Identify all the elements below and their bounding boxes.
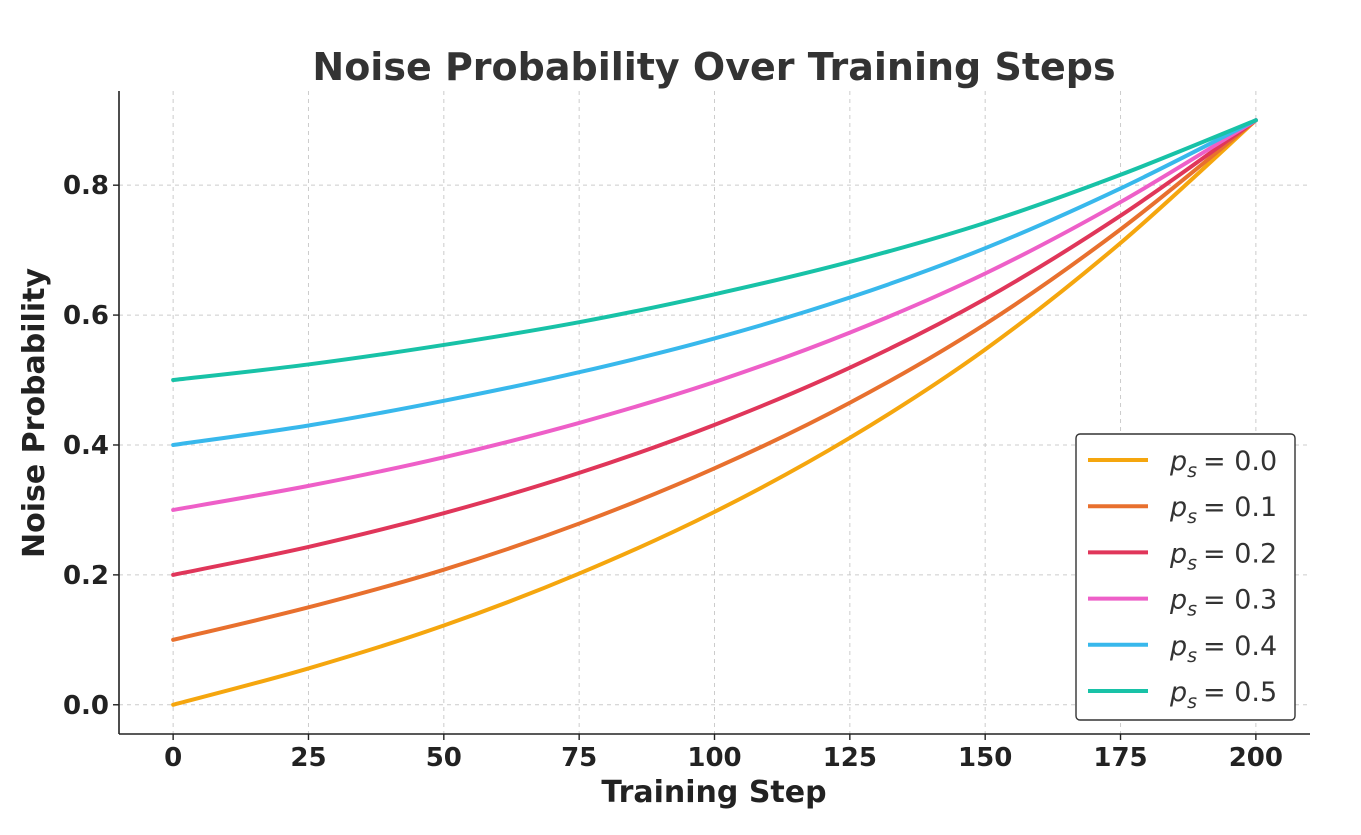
y-axis-label: Noise Probability (17, 268, 52, 558)
x-tick-label: 125 (823, 743, 877, 773)
series-line-0 (171, 118, 1258, 707)
legend: ps = 0.0 ps = 0.1 ps = 0.2 ps = 0.3 ps = 0.4 ps = 0… (1075, 433, 1296, 721)
y-tick-label: 0.0 (63, 691, 109, 721)
legend-label: ps = 0.1 (1169, 492, 1277, 528)
series-line-4 (171, 118, 1258, 447)
legend-label: ps = 0.4 (1169, 631, 1277, 667)
x-tick-label: 175 (1093, 743, 1147, 773)
legend-label: ps = 0.0 (1169, 446, 1277, 482)
x-axis-label: Training Step (601, 775, 826, 810)
legend-label: ps = 0.2 (1169, 538, 1277, 574)
series-line-5 (171, 118, 1258, 383)
x-tick-label: 200 (1229, 743, 1283, 773)
y-tick-label: 0.4 (63, 431, 109, 461)
x-tick-label: 50 (426, 743, 462, 773)
chart-title: Noise Probability Over Training Steps (312, 45, 1115, 89)
series-lines (171, 118, 1258, 707)
x-tick-label: 150 (958, 743, 1012, 773)
legend-label: ps = 0.3 (1169, 585, 1277, 621)
series-line-2 (171, 118, 1258, 577)
y-tick-label: 0.6 (63, 301, 109, 331)
x-tick-label: 0 (164, 743, 182, 773)
x-tick-label: 100 (687, 743, 741, 773)
series-line-1 (171, 118, 1258, 642)
series-line-3 (171, 118, 1258, 512)
axes: 0 25 50 75 100 125 150 175 200 0.0 0.2 0.4 0.6 0.8 (63, 91, 1310, 773)
x-tick-label: 25 (290, 743, 326, 773)
y-tick-label: 0.8 (63, 171, 109, 201)
x-tick-label: 75 (561, 743, 597, 773)
legend-label: ps = 0.5 (1169, 677, 1277, 713)
y-tick-label: 0.2 (63, 561, 109, 591)
